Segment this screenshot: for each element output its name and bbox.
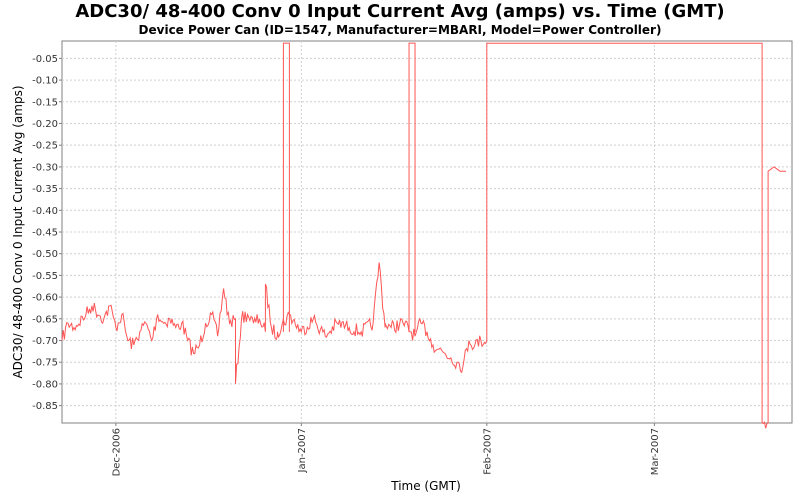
x-tick-label: Jan-2007 [297,428,308,473]
y-tick-label: -0.50 [32,249,58,260]
y-tick-label: -0.15 [32,97,58,108]
x-axis-label: Time (GMT) [390,479,461,493]
y-tick-label: -0.65 [32,314,58,325]
y-axis: -0.85 -0.80 -0.75 -0.70 -0.65 -0.60 -0.55 -0.50… [32,54,62,412]
x-tick-label: Dec-2006 [111,428,122,476]
y-tick-label: -0.10 [32,76,58,87]
y-tick-label: -0.35 [32,184,58,195]
y-tick-label: -0.45 [32,228,58,239]
chart-title: ADC30/ 48-400 Conv 0 Input Current Avg (… [75,1,725,22]
y-tick-label: -0.85 [32,401,58,412]
series-line [61,42,786,429]
y-tick-label: -0.40 [32,206,58,217]
y-tick-label: -0.25 [32,141,58,152]
x-tick-label: Mar-2007 [650,428,661,475]
series-spike [282,42,290,332]
y-tick-label: -0.60 [32,293,58,304]
y-tick-label: -0.75 [32,358,58,369]
y-tick-label: -0.05 [32,54,58,65]
y-tick-label: -0.80 [32,379,58,390]
y-tick-label: -0.20 [32,119,58,130]
x-tick-label: Feb-2007 [482,428,493,475]
y-axis-label: ADC30/ 48-400 Conv 0 Input Current Avg (… [11,85,25,378]
y-tick-label: -0.70 [32,336,58,347]
x-axis: Dec-2006 Jan-2007 Feb-2007 Mar-2007 [111,423,661,476]
series-spike [408,42,416,332]
y-tick-label: -0.55 [32,271,58,282]
chart-subtitle: Device Power Can (ID=1547, Manufacturer=… [138,23,662,37]
y-tick-label: -0.30 [32,162,58,173]
gridlines [62,41,792,423]
